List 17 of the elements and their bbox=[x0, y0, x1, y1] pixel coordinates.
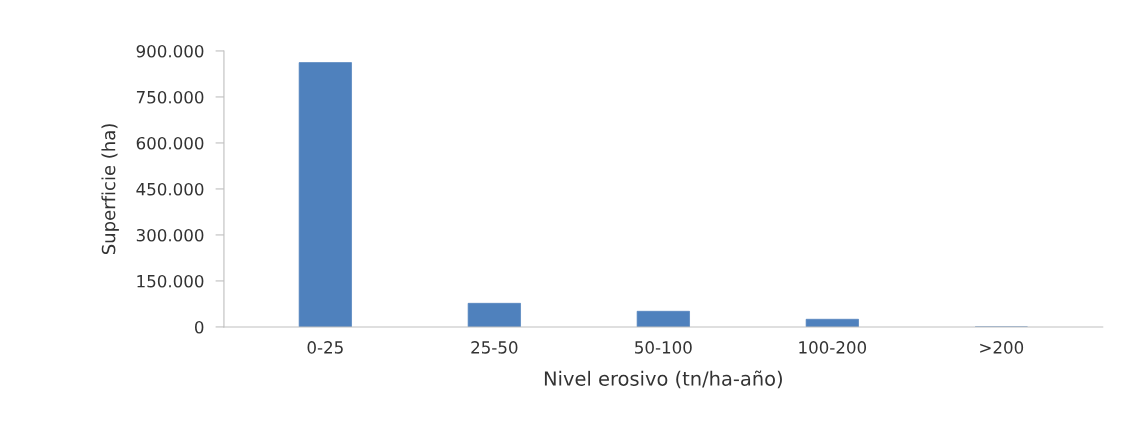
y-tick-label: 300.000 bbox=[136, 228, 204, 242]
y-tick-label: 150.000 bbox=[137, 274, 204, 288]
x-tick-label: >200 bbox=[980, 341, 1024, 354]
bar bbox=[636, 310, 690, 327]
y-tick-label: 900.000 bbox=[136, 44, 204, 58]
y-tick-label: 0 bbox=[194, 320, 204, 334]
bar bbox=[298, 62, 352, 327]
x-axis-title: Nivel erosivo (tn/ha-año) bbox=[544, 370, 782, 389]
y-axis-title: Superficie (ha) bbox=[101, 124, 119, 255]
x-tick-label: 0-25 bbox=[307, 341, 343, 354]
y-tick-label: 600.000 bbox=[136, 136, 204, 150]
bar bbox=[467, 302, 521, 327]
x-tick-label: 25-50 bbox=[471, 341, 518, 354]
y-tick-label: 750.000 bbox=[136, 90, 204, 104]
y-tick-label: 450.000 bbox=[136, 182, 204, 196]
x-tick-label: 100-200 bbox=[799, 341, 867, 354]
x-tick-label: 50-100 bbox=[635, 341, 692, 354]
